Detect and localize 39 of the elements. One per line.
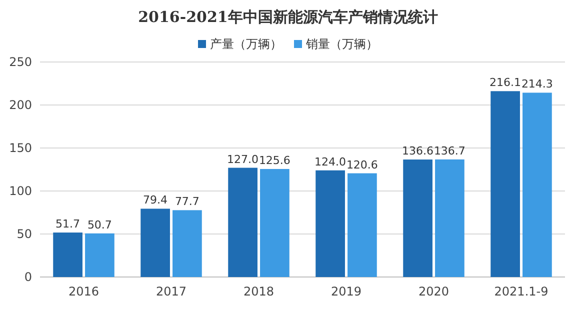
x-tick-label: 2018 bbox=[243, 284, 274, 299]
bar bbox=[435, 159, 464, 277]
bar bbox=[260, 168, 290, 277]
bar bbox=[348, 173, 377, 277]
bar bbox=[172, 210, 202, 277]
data-label: 51.7 bbox=[56, 218, 80, 231]
x-tick-label: 2020 bbox=[418, 284, 450, 299]
y-tick-label: 250 bbox=[9, 54, 32, 69]
legend-label: 销量（万辆） bbox=[305, 37, 378, 51]
x-tick-label: 2016 bbox=[68, 284, 100, 299]
bar bbox=[316, 170, 345, 277]
bar bbox=[490, 91, 520, 277]
bar bbox=[140, 208, 170, 277]
chart-title: 2016-2021年中国新能源汽车产销情况统计 bbox=[138, 8, 438, 26]
bar bbox=[403, 160, 432, 277]
y-tick-label: 150 bbox=[9, 140, 32, 155]
x-tick-label: 2017 bbox=[156, 284, 187, 299]
y-tick-label: 0 bbox=[24, 270, 32, 284]
y-tick-label: 200 bbox=[9, 98, 32, 112]
bar bbox=[85, 233, 114, 277]
y-tick-label: 100 bbox=[9, 184, 32, 198]
data-label: 136.7 bbox=[434, 144, 466, 158]
bar bbox=[228, 168, 258, 277]
data-label: 79.4 bbox=[143, 194, 168, 207]
data-label: 125.6 bbox=[258, 154, 290, 167]
legend-label: 产量（万辆） bbox=[210, 37, 282, 51]
y-tick-label: 50 bbox=[16, 226, 32, 241]
x-tick-label: 2019 bbox=[330, 284, 362, 299]
data-label: 124.0 bbox=[314, 155, 346, 168]
x-tick-label: 2021.1-9 bbox=[494, 284, 548, 299]
data-label: 127.0 bbox=[227, 152, 259, 166]
data-label: 216.1 bbox=[490, 76, 522, 90]
data-label: 136.6 bbox=[402, 144, 434, 158]
data-label: 77.7 bbox=[174, 195, 200, 208]
bar bbox=[522, 92, 552, 277]
data-label: 50.7 bbox=[87, 218, 112, 232]
data-label: 214.3 bbox=[521, 78, 553, 91]
data-label: 120.6 bbox=[346, 158, 378, 172]
bar bbox=[53, 232, 82, 277]
